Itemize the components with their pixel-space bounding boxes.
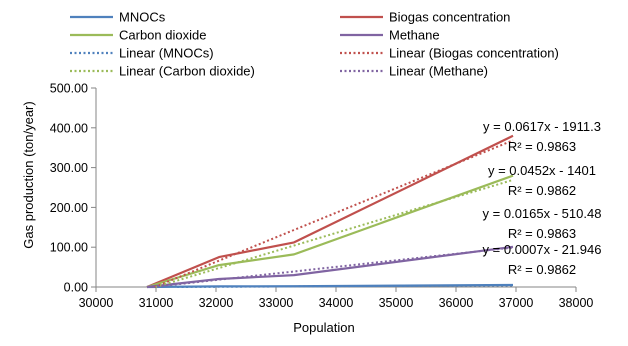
legend-label-biogas-concentration: Biogas concentration (389, 10, 510, 25)
x-tick-label: 35000 (379, 296, 414, 310)
y-tick-label: 300.00 (50, 161, 88, 175)
series-line-methane (146, 245, 514, 289)
trendline-biogas-concentration (154, 139, 514, 288)
x-tick-label: 34000 (319, 296, 354, 310)
trendline-equation-carbon-dioxide: y = 0.0452x - 1401 (488, 163, 596, 178)
legend-label-linear-carbon-dioxide: Linear (Carbon dioxide) (119, 64, 255, 79)
x-axis-title: Population (293, 320, 354, 335)
legend: MNOCs Biogas concentration Carbon dioxide M… (70, 10, 559, 79)
legend-label-mnocs: MNOCs (119, 10, 166, 25)
y-tick-label: 0.00 (64, 281, 88, 295)
y-tick-label: 100.00 (50, 241, 88, 255)
series-line-carbon-dioxide (146, 174, 514, 289)
x-tick-label: 30000 (79, 296, 114, 310)
x-tick-label: 37000 (499, 296, 534, 310)
y-tick-label: 400.00 (50, 121, 88, 135)
trendline-equation-methane: y = 0.0165x - 510.48 (483, 206, 602, 221)
x-tick-label: 32000 (199, 296, 234, 310)
x-tick-label: 38000 (559, 296, 594, 310)
plot-area (146, 134, 514, 289)
trendline-carbon-dioxide (155, 178, 514, 288)
x-tick-label: 31000 (139, 296, 174, 310)
x-tick-label: 33000 (259, 296, 294, 310)
y-tick-label: 200.00 (50, 201, 88, 215)
trendline-r2-carbon-dioxide: R² = 0.9862 (508, 183, 576, 198)
legend-label-linear-mnocs: Linear (MNOCs) (119, 46, 214, 61)
series-line-biogas-concentration (146, 134, 514, 289)
trendline-mnocs (177, 284, 514, 288)
legend-label-carbon-dioxide: Carbon dioxide (119, 28, 206, 43)
trendline-r2-biogas-concentration: R² = 0.9863 (508, 139, 576, 154)
x-tick-label: 36000 (439, 296, 474, 310)
trendline-methane (152, 246, 514, 288)
trendline-equation-biogas-concentration: y = 0.0617x - 1911.3 (483, 119, 601, 134)
trendline-equation-mnocs: y = 0.0007x - 21.946 (483, 242, 602, 257)
y-axis-title: Gas production (ton/year) (21, 101, 36, 248)
trendlines (152, 139, 514, 288)
legend-label-linear-biogas-concentration: Linear (Biogas concentration) (389, 46, 559, 61)
y-tick-label: 500.00 (50, 82, 88, 96)
legend-label-linear-methane: Linear (Methane) (389, 64, 488, 79)
annotations: y = 0.0617x - 1911.3 R² = 0.9863 y = 0.045… (483, 119, 602, 277)
trendline-r2-methane: R² = 0.9863 (508, 226, 576, 241)
legend-label-methane: Methane (389, 28, 440, 43)
trendline-r2-mnocs: R² = 0.9862 (508, 262, 576, 277)
